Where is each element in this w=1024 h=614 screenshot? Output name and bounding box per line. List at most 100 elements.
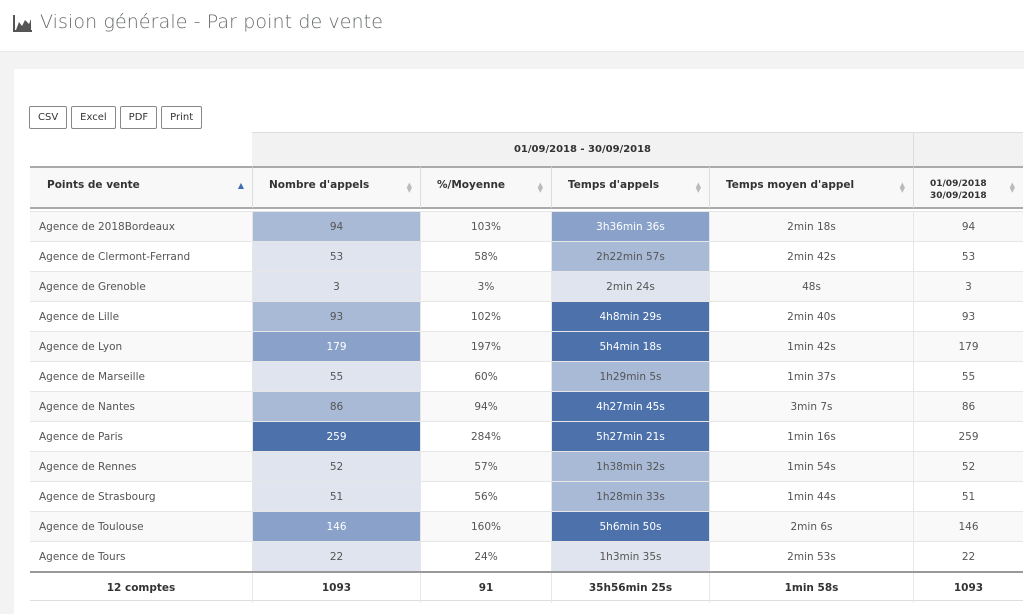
cell-temps-appels: 5h4min 18s	[551, 332, 709, 362]
cell-total-periode: 51	[913, 482, 1023, 512]
cell-temps-appels: 5h27min 21s	[551, 422, 709, 452]
column-header-label: %/Moyenne	[437, 179, 506, 191]
table-row[interactable]: Agence de Toulouse 146 160% 5h6min 50s 2min …	[30, 511, 1023, 542]
cell-pourcent-moyenne: 103%	[420, 212, 551, 242]
cell-pourcent-moyenne: 60%	[420, 362, 551, 392]
table-row[interactable]: Agence de Tours 22 24% 1h3min 35s 2min 53s 22	[30, 541, 1023, 572]
export-pdf-button[interactable]: PDF	[119, 106, 158, 129]
table-row[interactable]: Agence de Nantes 86 94% 4h27min 45s 3min 7s 8…	[30, 391, 1023, 422]
cell-pourcent-moyenne: 160%	[420, 512, 551, 542]
cell-total-periode: 22	[913, 542, 1023, 572]
export-excel-button[interactable]: Excel	[71, 106, 116, 129]
cell-pourcent-moyenne: 3%	[420, 272, 551, 302]
cell-nombre-appels: 3	[252, 272, 420, 302]
cell-pourcent-moyenne: 57%	[420, 452, 551, 482]
table-row[interactable]: Agence de Lyon 179 197% 5h4min 18s 1min 42s 1…	[30, 331, 1023, 362]
cell-temps-moyen-appel: 2min 53s	[709, 542, 913, 572]
cell-temps-appels: 2h22min 57s	[551, 242, 709, 272]
table-row[interactable]: Agence de 2018Bordeaux 94 103% 3h36min 36s 2…	[30, 211, 1023, 242]
footer-cell-temps-appels: 35h56min 25s	[551, 573, 709, 603]
sort-both-icon[interactable]: ▲ ▼	[695, 181, 701, 194]
sort-both-icon[interactable]: ▲ ▼	[537, 181, 543, 194]
cell-nombre-appels: 179	[252, 332, 420, 362]
cell-nombre-appels: 93	[252, 302, 420, 332]
cell-temps-appels: 4h27min 45s	[551, 392, 709, 422]
cell-temps-appels: 1h3min 35s	[551, 542, 709, 572]
cell-points-de-vente: Agence de Grenoble	[39, 281, 146, 293]
cell-temps-moyen-appel: 3min 7s	[709, 392, 913, 422]
table-row[interactable]: Agence de Paris 259 284% 5h27min 21s 1min 16…	[30, 421, 1023, 452]
footer-cell-points-de-vente: 12 comptes	[106, 582, 176, 594]
cell-temps-appels: 3h36min 36s	[551, 212, 709, 242]
cell-pourcent-moyenne: 102%	[420, 302, 551, 332]
table-row[interactable]: Agence de Clermont-Ferrand 53 58% 2h22min 5…	[30, 241, 1023, 272]
table-row[interactable]: Agence de Strasbourg 51 56% 1h28min 33s 1min…	[30, 481, 1023, 512]
cell-temps-moyen-appel: 48s	[709, 272, 913, 302]
column-header-label: Temps moyen d'appel	[726, 179, 855, 191]
table-row[interactable]: Agence de Rennes 52 57% 1h38min 32s 1min 54s…	[30, 451, 1023, 482]
column-header-points-de-vente[interactable]: Points de vente ▲	[30, 166, 252, 209]
column-header-label: Nombre d'appels	[269, 179, 370, 191]
export-csv-button[interactable]: CSV	[29, 106, 68, 129]
extra-group-header	[913, 132, 1023, 166]
sort-both-icon[interactable]: ▲ ▼	[899, 181, 905, 194]
cell-nombre-appels: 52	[252, 452, 420, 482]
cell-temps-appels: 4h8min 29s	[551, 302, 709, 332]
column-header-temps-appels[interactable]: Temps d'appels ▲ ▼	[551, 166, 709, 209]
column-header-total-periode[interactable]: 01/09/2018 30/09/2018 ▲ ▼	[913, 166, 1023, 209]
cell-nombre-appels: 53	[252, 242, 420, 272]
footer-cell-nombre-appels: 1093	[252, 573, 420, 603]
page-title: Vision générale - Par point de vente	[40, 11, 384, 33]
table-row[interactable]: Agence de Grenoble 3 3% 2min 24s 48s 3	[30, 271, 1023, 302]
cell-temps-appels: 1h29min 5s	[551, 362, 709, 392]
cell-temps-moyen-appel: 2min 6s	[709, 512, 913, 542]
cell-points-de-vente: Agence de Lyon	[39, 341, 123, 353]
cell-points-de-vente: Agence de Nantes	[39, 401, 135, 413]
column-header-label: Points de vente	[47, 179, 140, 191]
cell-points-de-vente: Agence de Toulouse	[39, 521, 144, 533]
cell-temps-moyen-appel: 1min 37s	[709, 362, 913, 392]
page-header: Vision générale - Par point de vente	[0, 0, 1024, 52]
footer-cell-total-periode: 1093	[913, 573, 1023, 603]
cell-total-periode: 93	[913, 302, 1023, 332]
cell-nombre-appels: 51	[252, 482, 420, 512]
table-row[interactable]: Agence de Marseille 55 60% 1h29min 5s 1min 3…	[30, 361, 1023, 392]
cell-temps-appels: 1h38min 32s	[551, 452, 709, 482]
cell-temps-appels: 1h28min 33s	[551, 482, 709, 512]
footer-cell-pourcent-moyenne: 91	[420, 573, 551, 603]
cell-temps-moyen-appel: 1min 16s	[709, 422, 913, 452]
cell-total-periode: 52	[913, 452, 1023, 482]
sort-both-icon[interactable]: ▲ ▼	[1009, 181, 1015, 194]
cell-nombre-appels: 22	[252, 542, 420, 572]
cell-points-de-vente: Agence de Clermont-Ferrand	[39, 251, 191, 263]
cell-points-de-vente: Agence de Paris	[39, 431, 123, 443]
cell-temps-moyen-appel: 2min 18s	[709, 212, 913, 242]
cell-total-periode: 179	[913, 332, 1023, 362]
cell-total-periode: 53	[913, 242, 1023, 272]
column-header-nombre-appels[interactable]: Nombre d'appels ▲ ▼	[252, 166, 420, 209]
cell-temps-appels: 2min 24s	[551, 272, 709, 302]
cell-temps-moyen-appel: 1min 42s	[709, 332, 913, 362]
cell-pourcent-moyenne: 197%	[420, 332, 551, 362]
cell-total-periode: 86	[913, 392, 1023, 422]
sort-both-icon[interactable]: ▲ ▼	[406, 181, 412, 194]
column-header-label: Temps d'appels	[568, 179, 660, 191]
area-chart-icon	[13, 15, 32, 32]
cell-nombre-appels: 146	[252, 512, 420, 542]
cell-total-periode: 146	[913, 512, 1023, 542]
cell-total-periode: 259	[913, 422, 1023, 452]
cell-nombre-appels: 94	[252, 212, 420, 242]
cell-points-de-vente: Agence de Strasbourg	[39, 491, 156, 503]
export-print-button[interactable]: Print	[161, 106, 203, 129]
cell-nombre-appels: 259	[252, 422, 420, 452]
cell-pourcent-moyenne: 56%	[420, 482, 551, 512]
footer-cell-temps-moyen-appel: 1min 58s	[709, 573, 913, 603]
column-header-temps-moyen-appel[interactable]: Temps moyen d'appel ▲ ▼	[709, 166, 913, 209]
cell-points-de-vente: Agence de Rennes	[39, 461, 137, 473]
sort-ascending-icon[interactable]: ▲	[237, 181, 244, 190]
export-toolbar: CSV Excel PDF Print	[29, 106, 203, 129]
table-row[interactable]: Agence de Lille 93 102% 4h8min 29s 2min 40s 9…	[30, 301, 1023, 332]
cell-pourcent-moyenne: 284%	[420, 422, 551, 452]
column-header-pourcent-moyenne[interactable]: %/Moyenne ▲ ▼	[420, 166, 551, 209]
cell-nombre-appels: 86	[252, 392, 420, 422]
